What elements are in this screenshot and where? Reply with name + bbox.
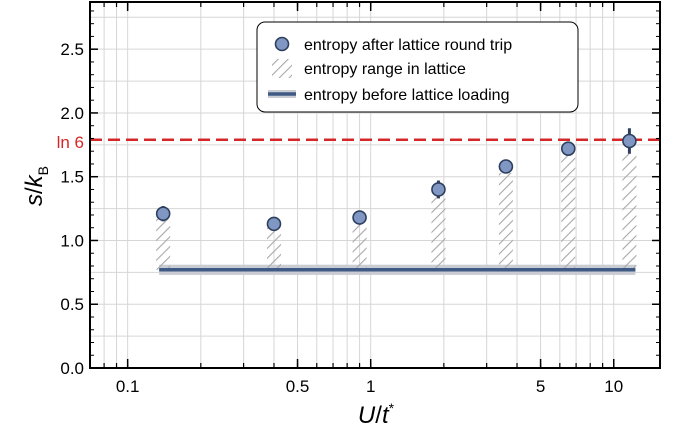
data-point	[431, 182, 446, 197]
y-tick-label: 0.5	[60, 295, 84, 314]
legend-label-points: entropy after lattice round trip	[304, 37, 512, 54]
data-point	[622, 133, 637, 149]
y-tick-label: 0.0	[60, 359, 84, 378]
legend-item-hatch: entropy range in lattice	[272, 59, 466, 78]
hatched-bar	[498, 172, 513, 270]
y-tick-label: 2.5	[60, 40, 84, 59]
legend-marker-point	[274, 36, 290, 52]
hatched-bar	[431, 197, 446, 270]
data-point	[155, 206, 171, 221]
x-axis-label: U/t*	[358, 400, 395, 429]
hatched-bars	[156, 153, 637, 270]
y-tick-label: 1.0	[60, 231, 84, 250]
data-points	[155, 128, 637, 232]
plot-frame	[89, 1, 661, 369]
x-tick-label: 0.1	[116, 377, 140, 396]
y-axis-label: s/kB	[21, 166, 51, 206]
legend-item-line: entropy before lattice loading	[268, 87, 509, 104]
hatched-bar	[352, 222, 367, 270]
legend-marker-hatch	[272, 59, 292, 78]
hatched-bar	[266, 227, 281, 270]
data-point	[266, 216, 282, 232]
hatched-bar	[561, 153, 576, 270]
legend-label-line: entropy before lattice loading	[304, 87, 509, 104]
legend-box	[256, 21, 579, 113]
y-tick-label: 1.5	[60, 168, 84, 187]
legend: entropy after lattice round trip entropy…	[256, 21, 579, 113]
hatched-bar	[156, 218, 171, 270]
data-point	[352, 210, 367, 225]
hatched-bar	[622, 153, 637, 270]
x-tick-label: 10	[604, 377, 623, 396]
tick-labels: 0.1 0.5 1 5 10 0.0 0.5 1.0 1.5 2.0 2.5	[60, 40, 623, 396]
data-point	[498, 159, 514, 174]
legend-item-points: entropy after lattice round trip	[274, 36, 512, 54]
x-tick-label: 5	[536, 377, 545, 396]
data-point	[560, 141, 576, 156]
ticks	[90, 2, 660, 369]
reference-line-label: ln 6	[57, 133, 84, 152]
legend-label-hatch: entropy range in lattice	[304, 61, 466, 78]
y-tick-label: 2.0	[60, 104, 84, 123]
x-tick-label: 0.5	[286, 377, 310, 396]
x-tick-label: 1	[366, 377, 375, 396]
